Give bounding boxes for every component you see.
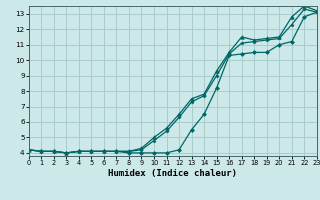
X-axis label: Humidex (Indice chaleur): Humidex (Indice chaleur) bbox=[108, 169, 237, 178]
